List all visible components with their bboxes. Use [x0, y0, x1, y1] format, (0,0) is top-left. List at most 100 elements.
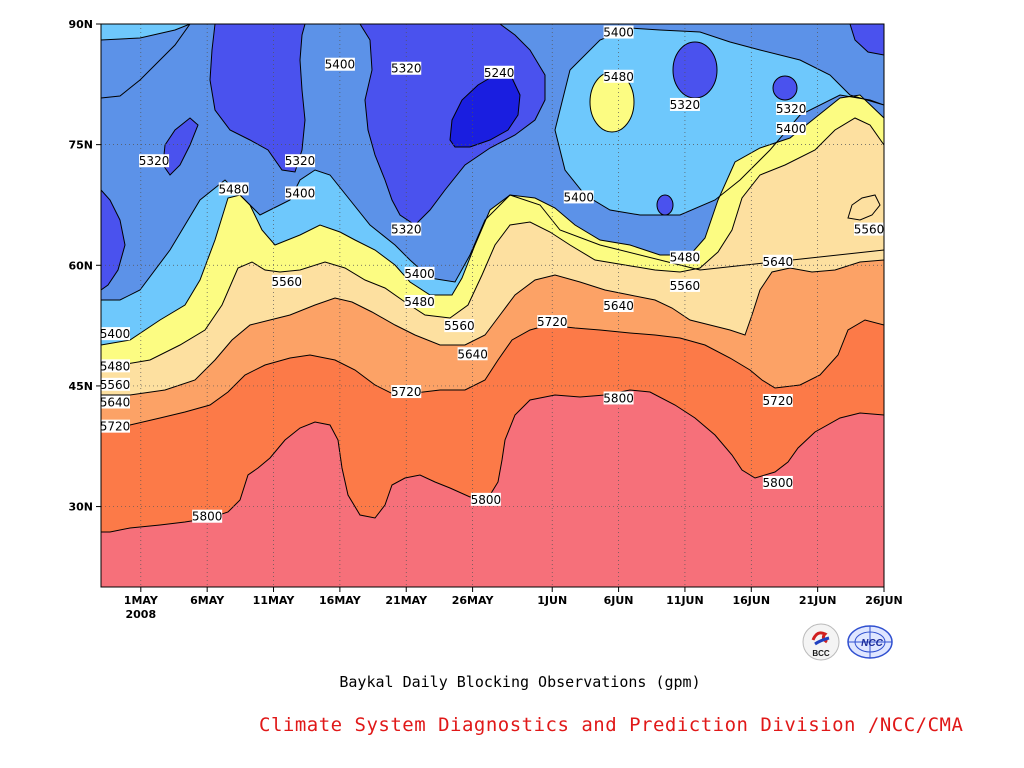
contour-label-text: 5800	[603, 391, 634, 405]
x-tick-label: 26MAY	[452, 594, 495, 607]
contour-label: 5480	[603, 69, 634, 84]
contour-label-text: 5240	[484, 66, 515, 80]
contour-label-text: 5560	[670, 279, 701, 293]
x-tick-label: 6JUN	[604, 594, 634, 607]
y-tick-label: 45N	[68, 380, 93, 393]
contour-label-text: 5320	[391, 62, 422, 76]
contour-label-bg	[762, 254, 793, 268]
contour-label-text: 5480	[100, 359, 131, 373]
contour-label-bg	[537, 315, 568, 329]
contour-label-text: 5320	[776, 102, 807, 116]
contour-label-bg	[218, 182, 249, 196]
credit-text: Climate System Diagnostics and Predictio…	[259, 714, 964, 736]
contour-label-bg	[776, 101, 807, 115]
contour-label-text: 5480	[670, 251, 701, 265]
contour-label-text: 5320	[391, 223, 422, 237]
contour-label: 5720	[391, 385, 422, 399]
contour-label-text: 5560	[272, 275, 303, 289]
contour-label-text: 5400	[100, 327, 131, 341]
contour-label-text: 5640	[603, 299, 634, 313]
ncc-logo-icon: NCC	[846, 622, 894, 662]
contour-label-bg	[100, 359, 130, 373]
band-5240-5320	[673, 42, 717, 98]
contour-label-text: 5560	[100, 378, 131, 392]
contour-lines	[101, 24, 884, 533]
contour-label-text: 5720	[100, 420, 131, 434]
contour-label: 5800	[471, 492, 501, 507]
band-5240-5320	[657, 195, 673, 215]
contour-labels: 5400 5400 5320 5240 5480 5320 5320 5400 5320 5320…	[100, 25, 885, 524]
contour-label-bg	[100, 395, 130, 409]
contour-label-bg	[271, 274, 302, 288]
contour-label: 5640	[457, 347, 488, 361]
contour-label-text: 5480	[603, 70, 634, 84]
contour-label: 5560	[854, 222, 885, 237]
y-tick-label: 30N	[68, 501, 93, 514]
contour-label: 5320	[285, 154, 316, 168]
x-tick-label: 26JUN	[865, 594, 903, 607]
contour-label-text: 5800	[192, 510, 223, 524]
y-axis: 30N 45N 60N 75N 90N	[68, 18, 101, 514]
contour-label-bg	[776, 122, 807, 136]
contour-label-text: 5400	[285, 186, 316, 200]
contour-label-bg	[139, 154, 170, 168]
contour-line-5480	[101, 94, 884, 346]
contour-label-bg	[100, 377, 130, 391]
contour-label: 5400	[325, 57, 355, 72]
contour-label: 5240	[484, 65, 515, 80]
contour-label-text: 5480	[404, 295, 435, 309]
band-above-5800	[101, 390, 884, 587]
contour-line-5320	[162, 117, 199, 176]
contour-label-text: 5560	[444, 319, 475, 333]
contour-line-5240	[449, 74, 521, 148]
contour-label: 5800	[763, 475, 794, 490]
contour-label: 5560	[669, 278, 701, 293]
band-5240-5320	[773, 76, 797, 100]
x-tick-label: 1JUN	[537, 594, 567, 607]
contour-label-text: 5560	[854, 223, 885, 237]
contour-label-text: 5320	[139, 154, 170, 168]
contour-label: 5400	[603, 25, 634, 40]
contour-line-5640	[101, 259, 884, 396]
contour-label: 5480	[218, 182, 249, 196]
contour-label-bg	[391, 222, 422, 236]
contour-label-text: 5800	[763, 476, 794, 490]
filled-contours	[101, 24, 884, 587]
contour-label-text: 5320	[285, 154, 316, 168]
contour-line-5320	[656, 194, 674, 216]
contour-line-5720	[101, 319, 884, 426]
contour-label-text: 5720	[537, 315, 568, 329]
contour-label-bg	[391, 61, 422, 75]
contour-label-bg	[669, 278, 700, 292]
contour-label-text: 5480	[218, 182, 249, 196]
contour-line-5400	[101, 169, 884, 301]
contour-label: 5400	[404, 266, 435, 281]
contour-label-text: 5720	[391, 385, 422, 399]
contour-label-bg	[669, 250, 700, 264]
x-tick-label: 21JUN	[799, 594, 837, 607]
contour-label-bg	[100, 419, 130, 433]
ncc-logo-text: NCC	[861, 638, 883, 649]
contour-label: 5480	[669, 250, 701, 265]
contour-line-5320	[359, 24, 546, 226]
x-tick-label: 21MAY	[385, 594, 428, 607]
contour-label-bg	[603, 69, 634, 83]
contour-label: 5800	[192, 510, 223, 524]
x-tick-label: 16MAY	[319, 594, 362, 607]
contour-line-5400	[101, 24, 191, 99]
contour-label-text: 5400	[563, 190, 594, 204]
contour-label: 5640	[603, 299, 634, 313]
contour-line-5320	[772, 75, 798, 101]
contour-label: 5320	[391, 222, 422, 237]
contour-label: 5400	[563, 190, 594, 204]
contour-label-bg	[404, 294, 435, 308]
contour-label-bg	[457, 347, 488, 361]
x-tick-label: 16JUN	[733, 594, 771, 607]
x-tick-label: 1MAY	[124, 594, 159, 607]
contour-label-text: 5640	[457, 347, 488, 361]
contour-label: 5560	[444, 319, 475, 333]
y-tick-label: 90N	[68, 18, 93, 31]
contour-label-bg	[391, 385, 422, 399]
